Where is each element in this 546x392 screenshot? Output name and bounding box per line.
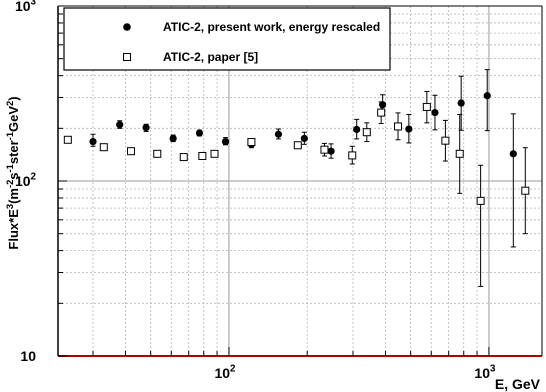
- data-point-circle: [431, 108, 439, 117]
- data-point-circle: [483, 92, 491, 100]
- data-point-square: [320, 145, 329, 154]
- legend: ATIC-2, present work, energy rescaled AT…: [63, 7, 391, 71]
- tick-labels: 10 102 103 102 103: [15, 0, 496, 381]
- axes: [57, 5, 543, 357]
- x-tick-label: 103: [474, 364, 496, 381]
- data-point-circle: [169, 134, 177, 143]
- data-point-square: [247, 138, 256, 147]
- data-point-circle: [195, 129, 204, 137]
- data-point-square: [179, 153, 188, 162]
- legend-marker-series-2: [123, 53, 131, 61]
- data-point-square: [348, 151, 357, 160]
- legend-box: [63, 7, 391, 71]
- data-point-circle: [274, 130, 283, 138]
- data-point-square: [153, 149, 162, 158]
- legend-label-series-1: ATIC-2, present work, energy rescaled: [163, 20, 380, 34]
- data-point-circle: [353, 125, 361, 134]
- y-tick-label: 10: [20, 348, 36, 364]
- data-point-square: [99, 143, 108, 152]
- legend-marker-series-1: [123, 23, 131, 31]
- y-axis-title: Flux*E3(m-2s-1ster-1GeV2): [5, 96, 21, 249]
- data-points: [63, 69, 530, 287]
- data-point-circle: [509, 150, 517, 158]
- data-point-square: [210, 149, 219, 158]
- x-axis-title: E, GeV: [495, 376, 541, 392]
- data-point-circle: [221, 137, 230, 146]
- data-point-circle: [327, 147, 335, 155]
- data-point-circle: [457, 99, 465, 107]
- data-point-square: [521, 186, 530, 195]
- data-point-square: [476, 196, 485, 205]
- x-tick-label: 102: [214, 364, 236, 381]
- data-point-circle: [116, 121, 124, 129]
- data-point-square: [362, 128, 371, 137]
- data-point-square: [422, 102, 431, 111]
- data-point-circle: [300, 134, 308, 143]
- data-point-circle: [89, 137, 97, 146]
- data-point-square: [455, 149, 464, 158]
- x-axis-title-text: E, GeV: [495, 376, 541, 392]
- data-point-square: [441, 136, 450, 145]
- data-point-square: [377, 108, 386, 117]
- data-point-square: [63, 135, 72, 144]
- data-point-square: [127, 147, 136, 156]
- data-point-square: [394, 122, 403, 131]
- y-axis-title-text: Flux*E3(m-2s-1ster-1GeV2): [5, 96, 21, 249]
- legend-label-series-2: ATIC-2, paper [5]: [163, 50, 258, 64]
- data-point-circle: [405, 125, 413, 133]
- data-point-square: [293, 141, 302, 150]
- data-point-circle: [142, 123, 150, 132]
- y-tick-label: 103: [15, 0, 37, 14]
- y-tick-label: 102: [15, 172, 37, 189]
- data-point-square: [198, 151, 207, 160]
